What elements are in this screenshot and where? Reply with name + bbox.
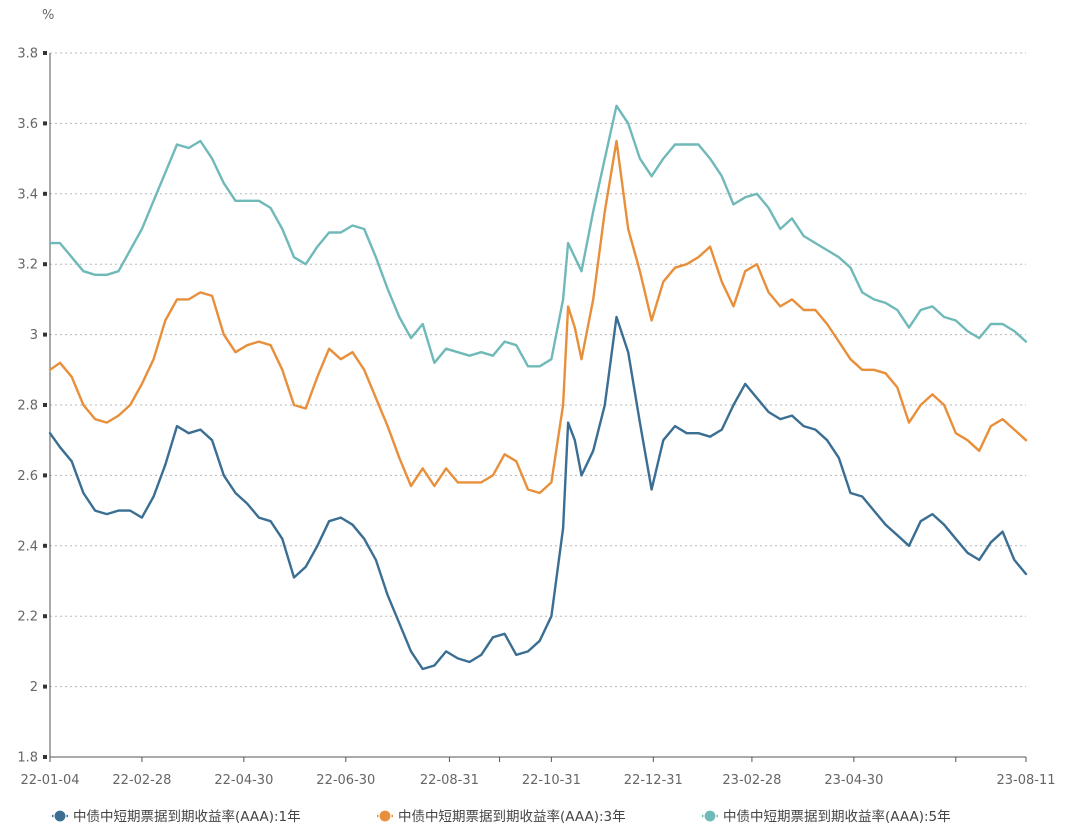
x-tick-label: 22-01-04 [20, 773, 79, 788]
y-tick-mark [43, 51, 47, 55]
y-tick-mark [43, 543, 47, 548]
legend: 中债中短期票据到期收益率(AAA):1年 中债中短期票据到期收益率(AAA):3年… [52, 808, 951, 825]
axes: 1.8 2 2.2 2.4 2.6 2.8 3 3.2 3.4 3.6 3.8 22-01-04 22-… [17, 47, 1055, 789]
legend-item-3[interactable]: 中债中短期票据到期收益率(AAA):5年 [702, 808, 951, 825]
y-tick-label: 2.8 [17, 399, 38, 414]
x-tick-label: 22-10-31 [522, 773, 581, 788]
x-tick-label: 23-04-30 [824, 773, 883, 788]
legend-marker [378, 809, 392, 823]
legend-item-1[interactable]: 中债中短期票据到期收益率(AAA):1年 [52, 808, 301, 825]
x-tick-label: 22-04-30 [214, 773, 273, 788]
y-tick-label: 2 [30, 680, 38, 695]
legend-item-2[interactable]: 中债中短期票据到期收益率(AAA):3年 [377, 808, 626, 825]
y-tick-label: 2.6 [17, 469, 38, 484]
y-tick-mark [43, 684, 47, 689]
y-tick-mark [43, 755, 47, 759]
x-tick-label: 22-08-31 [420, 773, 479, 788]
series-line-1 [48, 315, 1028, 671]
y-tick-label: 3.8 [17, 47, 38, 62]
y-axis-unit-label: % [42, 8, 54, 23]
y-tick-label: 3.2 [17, 258, 38, 273]
y-tick-label: 1.8 [17, 751, 38, 766]
y-tick-label: 3 [30, 328, 38, 343]
x-tick-label: 22-06-30 [316, 773, 375, 788]
y-tick-label: 3.6 [17, 117, 38, 132]
y-tick-mark [43, 121, 47, 126]
legend-marker [53, 809, 67, 823]
legend-label: 中债中短期票据到期收益率(AAA):1年 [73, 808, 301, 825]
x-tick-label: 22-12-31 [624, 773, 683, 788]
series-line-2 [48, 139, 1028, 495]
y-tick-label: 3.4 [17, 187, 38, 202]
x-tick-label: 23-02-28 [722, 773, 781, 788]
y-tick-mark [43, 262, 47, 267]
x-tick-label: 23-08-11 [996, 773, 1055, 788]
legend-marker [703, 809, 717, 823]
y-tick-label: 2.4 [17, 539, 38, 554]
y-tick-mark [43, 191, 47, 196]
series-lines [48, 104, 1028, 671]
x-tick-label: 22-02-28 [112, 773, 171, 788]
y-tick-mark [43, 614, 47, 619]
legend-label: 中债中短期票据到期收益率(AAA):5年 [723, 808, 951, 825]
y-tick-label: 2.2 [17, 610, 38, 625]
legend-label: 中债中短期票据到期收益率(AAA):3年 [398, 808, 626, 825]
y-tick-mark [43, 332, 47, 337]
y-tick-mark [43, 403, 47, 407]
series-line-3 [48, 104, 1028, 368]
y-tick-mark [43, 473, 47, 478]
grid-lines [50, 52, 1026, 688]
